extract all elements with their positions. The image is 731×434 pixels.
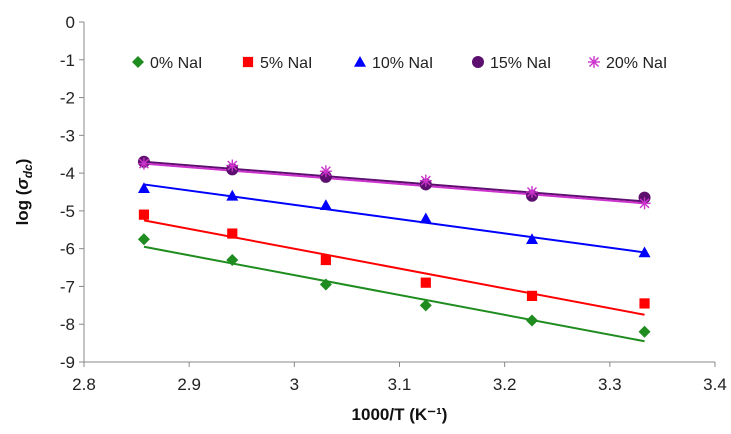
x-tick-label: 3.2 bbox=[493, 375, 517, 394]
x-tick-label: 3.3 bbox=[598, 375, 622, 394]
series-20-nai bbox=[137, 157, 651, 210]
trend-line-5-nai bbox=[143, 219, 645, 316]
square-marker bbox=[420, 277, 431, 288]
x-tick-label: 2.9 bbox=[177, 375, 201, 394]
square-marker bbox=[526, 290, 538, 301]
triangle-marker bbox=[137, 182, 150, 194]
y-tick-label: -6 bbox=[60, 240, 75, 259]
star-marker bbox=[319, 165, 332, 178]
x-tick-label: 3.4 bbox=[703, 375, 727, 394]
legend-item-5-nai: 5% NaI bbox=[242, 55, 312, 72]
series-10-nai bbox=[137, 182, 651, 258]
y-tick-label: -1 bbox=[60, 51, 75, 70]
trend-line-10-nai bbox=[143, 183, 645, 254]
square-marker bbox=[639, 298, 650, 309]
legend-label: 15% NaI bbox=[490, 55, 551, 72]
y-tick-label: -3 bbox=[60, 126, 75, 145]
square-marker bbox=[227, 228, 238, 239]
legend-label: 10% NaI bbox=[372, 55, 433, 72]
y-axis-ticks: 0 -1 -2 -3 -4 -5 -6 -7 -8 -9 bbox=[60, 13, 84, 372]
legend-label: 20% NaI bbox=[606, 55, 667, 72]
y-axis-title-suffix: ) bbox=[13, 159, 32, 165]
legend-item-0-nai: 0% NaI bbox=[132, 55, 202, 72]
triangle-marker bbox=[354, 56, 366, 67]
legend-label: 5% NaI bbox=[260, 55, 312, 72]
legend-item-15-nai: 15% NaI bbox=[472, 55, 551, 72]
star-marker bbox=[137, 157, 150, 170]
square-marker bbox=[138, 209, 150, 220]
series-0-nai bbox=[137, 233, 651, 338]
star-marker bbox=[588, 56, 600, 68]
trend-line-20-nai bbox=[143, 162, 645, 205]
legend-item-10-nai: 10% NaI bbox=[354, 55, 433, 72]
legend-label: 0% NaI bbox=[150, 55, 202, 72]
square-marker bbox=[242, 56, 254, 68]
y-axis-title-prefix: log ( bbox=[13, 189, 32, 225]
star-marker-stroke bbox=[639, 198, 650, 209]
star-marker-stroke bbox=[420, 175, 431, 186]
triangle-marker bbox=[226, 189, 239, 201]
triangle-marker bbox=[419, 212, 432, 224]
triangle-marker bbox=[319, 199, 332, 211]
x-tick-label: 3.1 bbox=[388, 375, 412, 394]
star-marker bbox=[526, 186, 539, 198]
y-axis-title-symbol: σ bbox=[13, 178, 32, 190]
circle-marker bbox=[472, 56, 484, 68]
y-tick-label: -4 bbox=[60, 164, 75, 183]
diamond-marker bbox=[319, 278, 332, 291]
y-tick-label: -7 bbox=[60, 277, 75, 296]
star-marker bbox=[638, 197, 651, 210]
diamond-marker bbox=[137, 233, 150, 246]
y-tick-label: -9 bbox=[60, 353, 75, 372]
data-points bbox=[137, 155, 651, 338]
triangle-marker bbox=[526, 233, 539, 245]
triangle-marker bbox=[638, 246, 651, 258]
diamond-marker bbox=[226, 254, 239, 266]
x-tick-label: 3 bbox=[290, 375, 299, 394]
legend-item-20-nai: 20% NaI bbox=[588, 55, 667, 72]
series-5-nai bbox=[138, 209, 650, 309]
star-marker-stroke bbox=[589, 57, 599, 67]
x-axis-ticks: 2.8 2.9 3 3.1 3.2 3.3 3.4 bbox=[72, 362, 727, 394]
x-axis-title: 1000/T (K⁻¹) bbox=[352, 405, 448, 424]
star-marker-stroke bbox=[227, 160, 238, 171]
square-marker bbox=[320, 254, 331, 266]
x-tick-label: 2.8 bbox=[72, 375, 96, 394]
diamond-marker bbox=[419, 299, 432, 312]
diamond-marker bbox=[526, 314, 539, 327]
star-marker-stroke bbox=[527, 187, 538, 197]
star-marker-stroke bbox=[138, 158, 149, 169]
trend-line-0-nai bbox=[143, 245, 645, 343]
y-tick-label: -8 bbox=[60, 315, 75, 334]
star-marker-stroke bbox=[320, 166, 331, 177]
star-marker bbox=[226, 159, 239, 172]
diamond-marker bbox=[132, 56, 144, 68]
y-tick-label: -2 bbox=[60, 89, 75, 108]
y-axis-title-subscript: dc bbox=[21, 164, 35, 178]
y-axis-title: log (σdc) bbox=[13, 159, 35, 226]
diamond-marker bbox=[638, 325, 651, 338]
y-tick-label: 0 bbox=[66, 13, 75, 32]
trend-lines bbox=[143, 160, 645, 343]
legend: 0% NaI 5% NaI 10% NaI 15% NaI 20% NaI bbox=[132, 55, 667, 72]
star-marker bbox=[419, 174, 432, 187]
y-tick-label: -5 bbox=[60, 202, 75, 221]
